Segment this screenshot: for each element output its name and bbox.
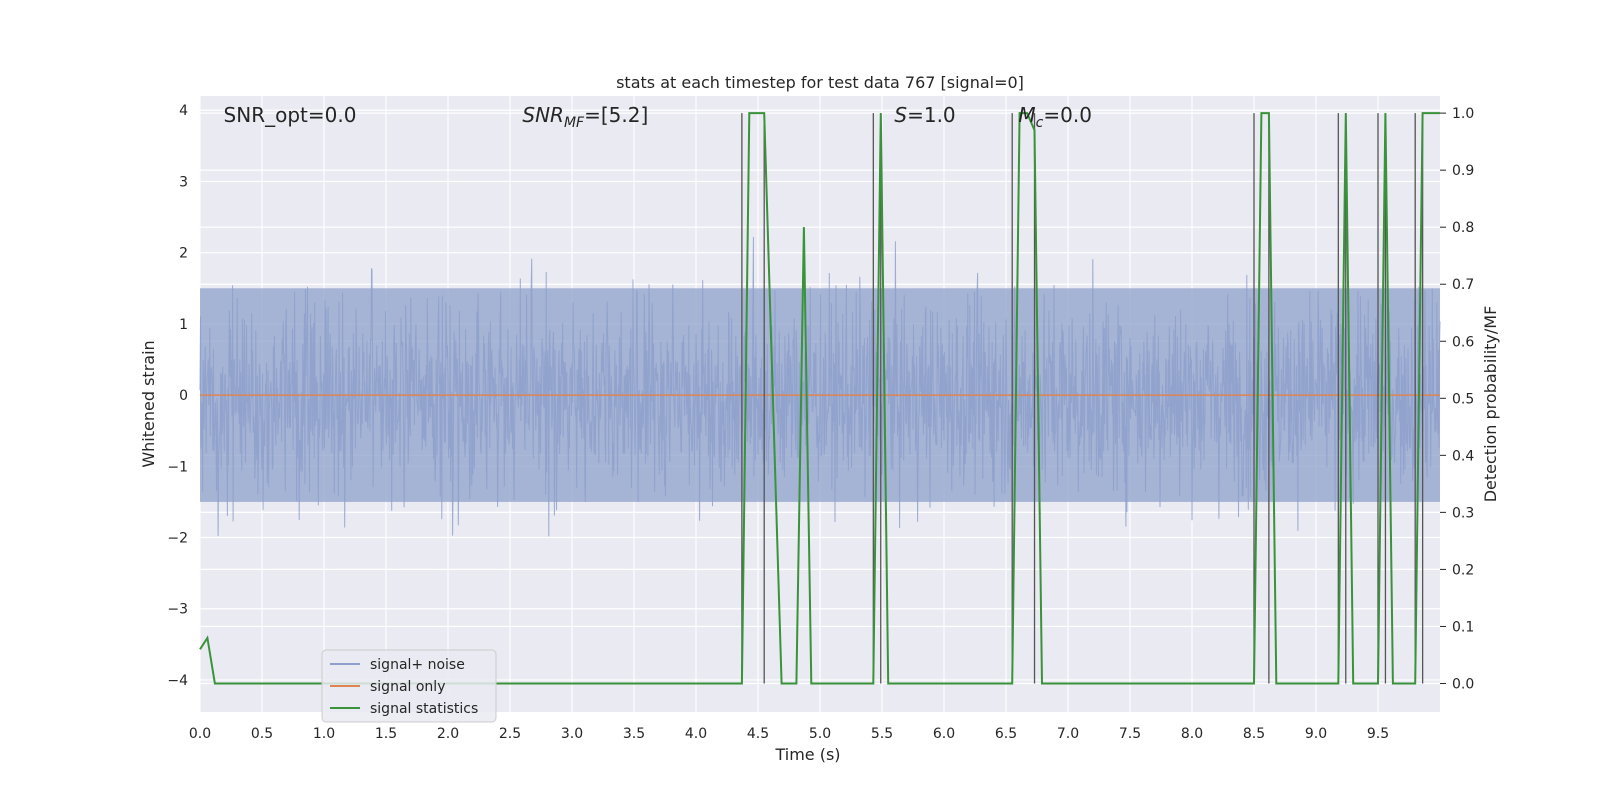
right-y-tick-label: 0.9 <box>1452 163 1474 179</box>
right-y-tick-label: 0.4 <box>1452 448 1474 464</box>
annotation-2: S=1.0 <box>894 103 955 127</box>
x-tick-label: 6.5 <box>995 726 1017 742</box>
left-y-tick-label: −4 <box>167 673 188 689</box>
x-tick-label: 9.5 <box>1367 726 1389 742</box>
x-tick-label: 1.0 <box>313 726 335 742</box>
detection-markers <box>741 113 1424 684</box>
left-y-tick-label: −3 <box>167 602 188 618</box>
x-tick-label: 7.0 <box>1057 726 1079 742</box>
x-tick-label: 6.0 <box>933 726 955 742</box>
statistics-line <box>199 112 1440 685</box>
left-y-axis-ticks: −4 −3 −2 −1 0 1 2 3 4 <box>167 103 188 689</box>
x-tick-label: 5.0 <box>809 726 831 742</box>
x-tick-label: 5.5 <box>871 726 893 742</box>
right-y-tick-label: 0.0 <box>1452 676 1474 692</box>
x-tick-label: 2.5 <box>499 726 521 742</box>
left-y-tick-label: 0 <box>179 388 188 404</box>
left-y-tick-label: −2 <box>167 531 188 547</box>
noise-trace <box>199 236 1441 537</box>
x-tick-label: 8.5 <box>1243 726 1265 742</box>
right-y-tick-label: 0.2 <box>1452 562 1474 578</box>
right-y-tick-label: 0.8 <box>1452 220 1474 236</box>
annotation-0: SNR_opt=0.0 <box>224 103 357 127</box>
right-y-tick-label: 0.1 <box>1452 619 1474 635</box>
x-tick-label: 0.5 <box>251 726 273 742</box>
right-y-tick-label: 0.3 <box>1452 505 1474 521</box>
legend-label-signal-only: signal only <box>370 679 445 695</box>
annotation-3: Mc=0.0 <box>1018 103 1092 131</box>
right-y-tick-label: 0.5 <box>1452 391 1474 407</box>
x-tick-label: 0.0 <box>189 726 211 742</box>
x-tick-label: 3.5 <box>623 726 645 742</box>
left-y-tick-label: 1 <box>179 317 188 333</box>
x-tick-label: 4.0 <box>685 726 707 742</box>
x-tick-label: 2.0 <box>437 726 459 742</box>
left-y-tick-label: 2 <box>179 246 188 262</box>
x-axis-label: Time (s) <box>774 745 840 764</box>
left-y-tick-label: 3 <box>179 174 188 190</box>
left-y-tick-label: −1 <box>167 459 188 475</box>
annotations: SNR_opt=0.0 SNRMF=[5.2] S=1.0 Mc=0.0 <box>224 103 1092 131</box>
right-y-axis-ticks: 0.0 0.1 0.2 0.3 0.4 0.5 0.6 0.7 0.8 0.9 1.0 <box>1440 106 1474 692</box>
legend-frame <box>321 649 497 723</box>
x-tick-label: 3.0 <box>561 726 583 742</box>
x-axis-ticks: 0.0 0.5 1.0 1.5 2.0 2.5 3.0 3.5 4.0 4.5 5.0 5.5 6.0 6… <box>189 726 1389 742</box>
right-y-tick-label: 0.7 <box>1452 277 1474 293</box>
legend: signal+ noise signal only signal statist… <box>321 649 497 723</box>
chart-title: stats at each timestep for test data 767… <box>616 73 1024 92</box>
right-y-axis-label: Detection probability/MF <box>1481 306 1500 503</box>
x-tick-label: 8.0 <box>1181 726 1203 742</box>
x-tick-label: 1.5 <box>375 726 397 742</box>
x-tick-label: 4.5 <box>747 726 769 742</box>
left-y-axis-label: Whitened strain <box>139 340 158 467</box>
x-tick-label: 7.5 <box>1119 726 1141 742</box>
legend-label-statistics: signal statistics <box>370 701 478 717</box>
legend-label-noise: signal+ noise <box>370 657 465 673</box>
annotation-1: SNRMF=[5.2] <box>522 103 648 131</box>
left-y-tick-label: 4 <box>179 103 188 119</box>
right-y-tick-label: 0.6 <box>1452 334 1474 350</box>
right-y-tick-label: 1.0 <box>1452 106 1474 122</box>
signal-statistics-series <box>199 112 1440 685</box>
x-tick-label: 9.0 <box>1305 726 1327 742</box>
